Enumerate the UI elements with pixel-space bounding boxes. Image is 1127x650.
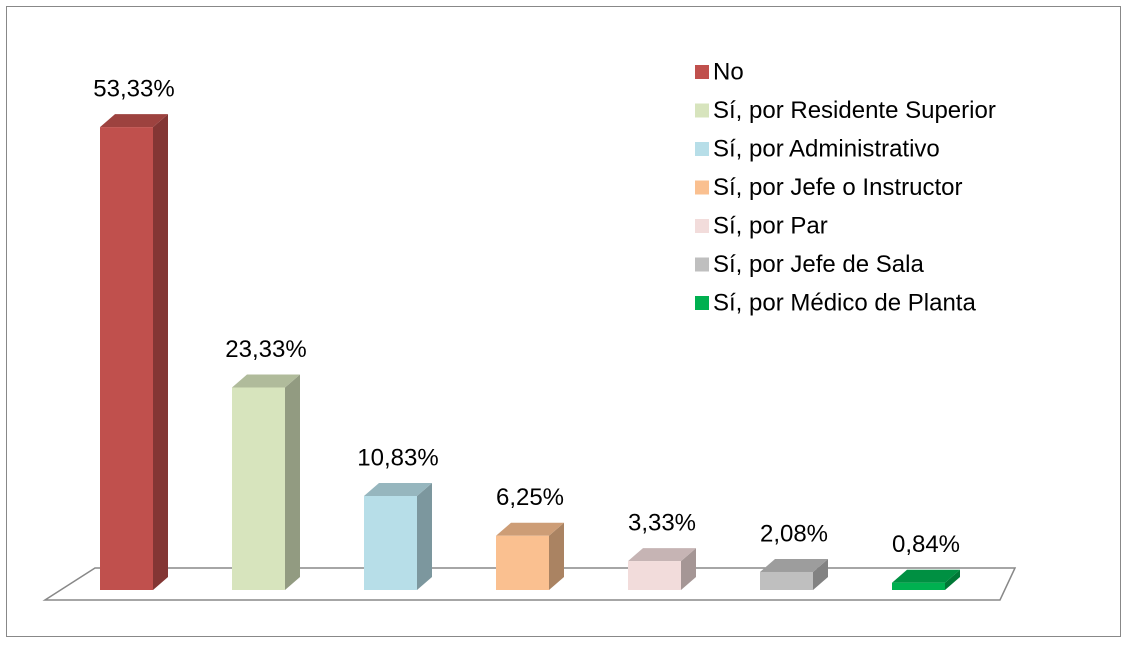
legend-label: Sí, por Administrativo <box>713 135 940 162</box>
legend-swatch <box>695 142 709 156</box>
data-label: 6,25% <box>496 484 564 511</box>
legend-swatch <box>695 296 709 310</box>
bar-top <box>232 374 300 388</box>
legend-label: Sí, por Médico de Planta <box>713 289 976 316</box>
bar-top <box>496 522 564 536</box>
data-label: 3,33% <box>628 509 696 536</box>
bar-side <box>549 522 564 590</box>
legend-label: No <box>713 58 744 85</box>
bar <box>364 495 417 590</box>
legend-label: Sí, por Jefe de Sala <box>713 251 924 278</box>
bar <box>232 387 285 590</box>
legend-label: Sí, por Residente Superior <box>713 97 996 124</box>
bar-side <box>945 569 960 590</box>
bar-side <box>153 114 168 591</box>
data-label: 2,08% <box>760 520 828 547</box>
legend-label: Sí, por Par <box>713 212 828 239</box>
bar-side <box>417 482 432 590</box>
bar <box>100 127 153 591</box>
data-label: 10,83% <box>357 444 438 471</box>
bar <box>760 571 813 590</box>
bar <box>628 561 681 590</box>
legend-swatch <box>695 65 709 79</box>
data-label: 23,33% <box>225 336 306 363</box>
data-label: 0,84% <box>892 531 960 558</box>
bar-top <box>100 114 168 128</box>
legend-swatch <box>695 103 709 118</box>
bar-top <box>364 482 432 496</box>
bar-side <box>813 558 828 590</box>
bar <box>892 582 945 590</box>
legend-swatch <box>695 180 709 195</box>
legend-label: Sí, por Jefe o Instructor <box>713 174 962 201</box>
bar-top <box>628 548 696 562</box>
data-label: 53,33% <box>93 75 174 102</box>
legend-swatch <box>695 257 709 272</box>
bar-side <box>285 374 300 590</box>
bar-top <box>892 569 960 583</box>
bar <box>496 535 549 590</box>
bar-side <box>681 548 696 590</box>
bar-top <box>760 558 828 572</box>
legend-swatch <box>695 219 709 233</box>
